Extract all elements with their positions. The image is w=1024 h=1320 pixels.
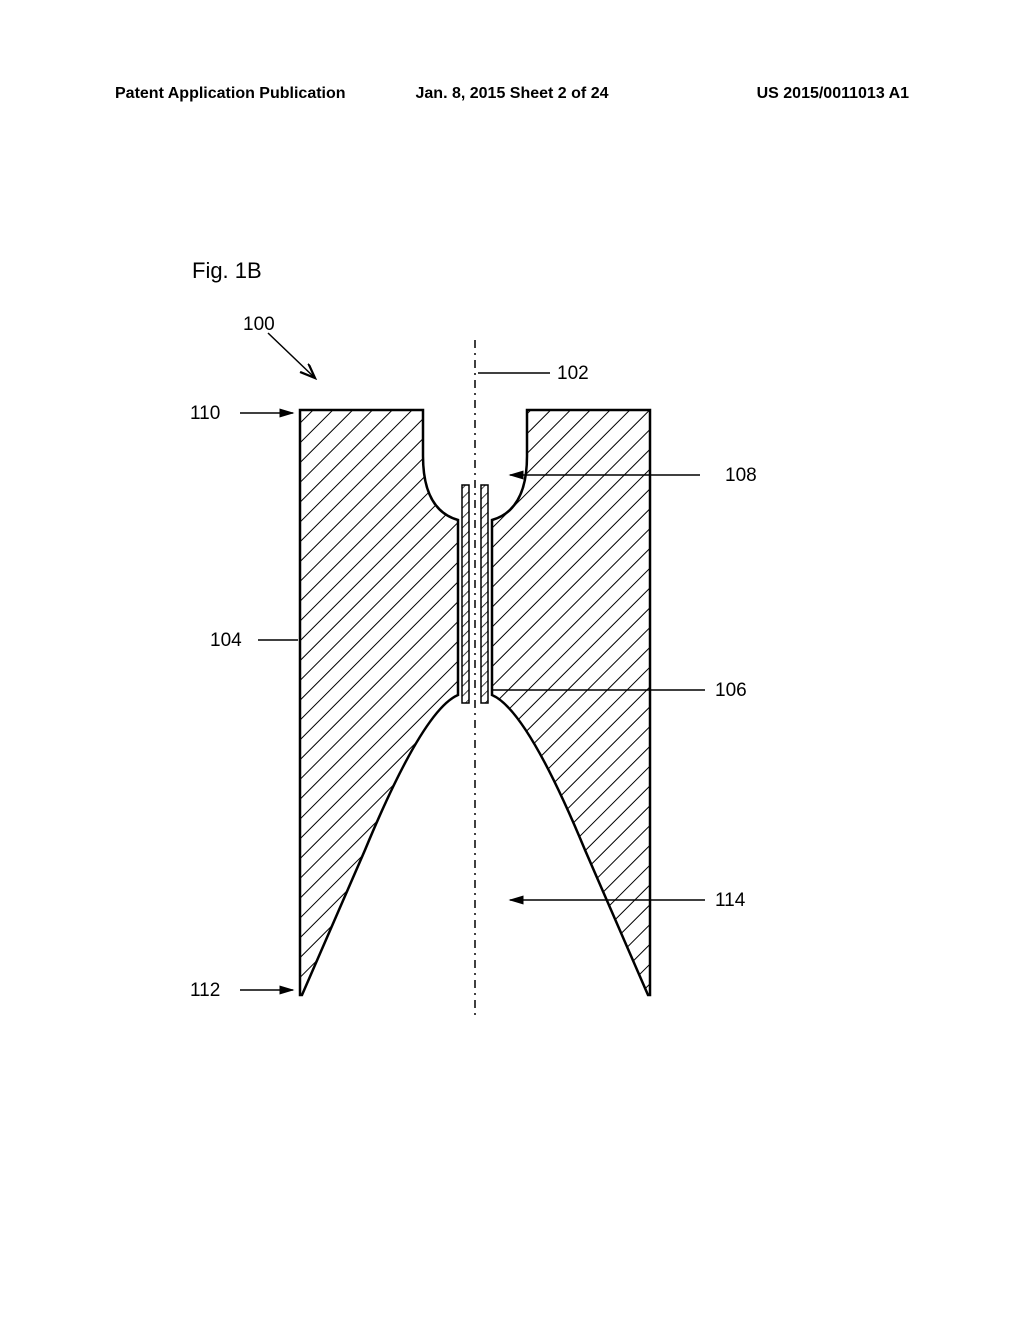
label-110: 110: [190, 403, 220, 425]
label-104: 104: [210, 630, 242, 652]
label-114: 114: [715, 890, 745, 912]
figure-label: Fig. 1B: [192, 258, 262, 284]
header-right: US 2015/0011013 A1: [644, 85, 909, 103]
label-102: 102: [557, 363, 589, 385]
label-112: 112: [190, 980, 220, 1002]
page-header: Patent Application Publication Jan. 8, 2…: [0, 85, 1024, 103]
label-100: 100: [243, 314, 275, 336]
header-left: Patent Application Publication: [115, 85, 380, 103]
header-center: Jan. 8, 2015 Sheet 2 of 24: [380, 85, 645, 103]
label-108: 108: [725, 465, 757, 487]
patent-diagram: 100 102 110 108 104 106 114 112: [155, 310, 875, 1030]
label-106: 106: [715, 680, 747, 702]
